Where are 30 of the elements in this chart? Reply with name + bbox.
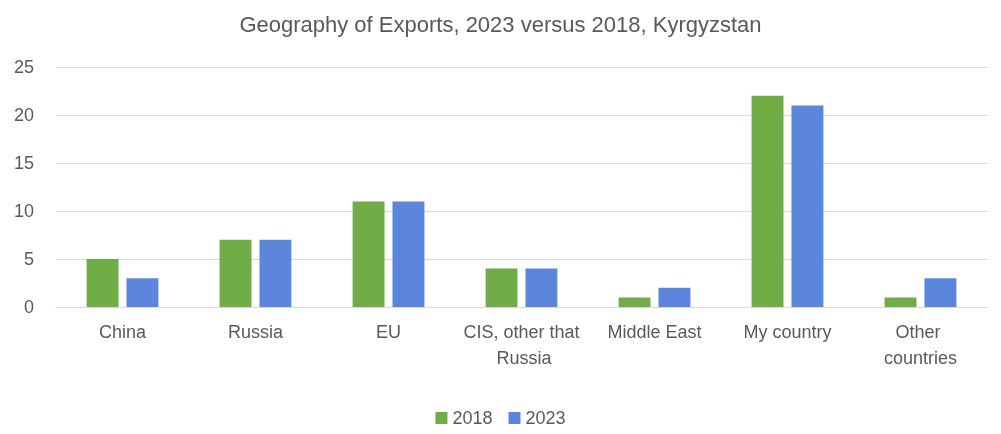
x-tick-label: My country (743, 322, 832, 342)
y-tick-label: 25 (13, 57, 34, 77)
bar (791, 105, 824, 307)
chart-title: Geography of Exports, 2023 versus 2018, Kyrgyzstan (239, 11, 762, 37)
legend-label: 2018 (452, 408, 493, 428)
x-tick-label: Other countries (883, 322, 958, 368)
legend-label: 2023 (525, 408, 566, 428)
x-tick-label: EU (375, 322, 402, 342)
bar (259, 239, 292, 307)
bar (392, 201, 425, 307)
bar (884, 297, 917, 307)
bar (352, 201, 385, 307)
bar (658, 287, 691, 307)
bar (86, 259, 119, 307)
x-tick-label: China (98, 322, 147, 342)
y-tick-label: 10 (13, 201, 34, 221)
y-tick-label: 15 (13, 153, 34, 173)
bar (618, 297, 651, 307)
x-tick-label: Russia (227, 322, 284, 342)
x-tick-label: Middle East (607, 322, 702, 342)
y-tick-label: 0 (23, 297, 34, 317)
bar (924, 278, 957, 307)
bar (126, 278, 159, 307)
bar (485, 268, 518, 307)
y-tick-label: 20 (13, 105, 34, 125)
x-tick-label: CIS, other that Russia (463, 322, 580, 368)
bar (219, 239, 252, 307)
y-tick-label: 5 (23, 249, 34, 269)
bar (751, 95, 784, 307)
bar (525, 268, 558, 307)
